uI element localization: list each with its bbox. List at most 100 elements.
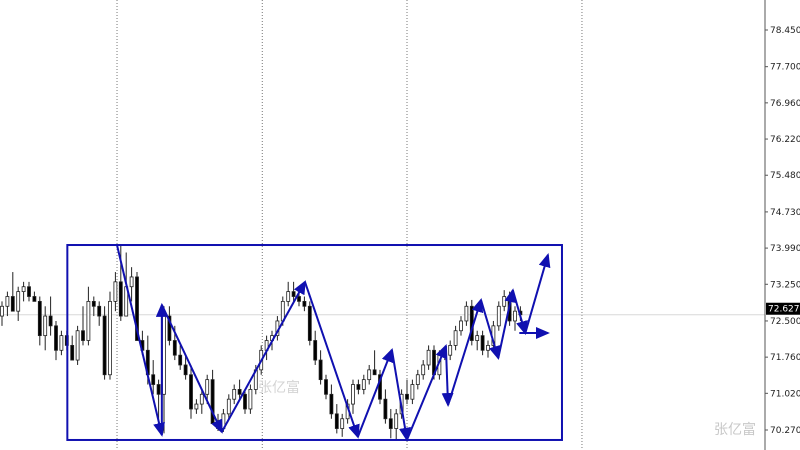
candle-bullish (502, 296, 507, 307)
candle-bullish (394, 413, 399, 429)
candle-bullish (351, 384, 355, 405)
candle-bullish (75, 330, 80, 361)
zigzag-arrow (447, 298, 484, 406)
candle-bullish (232, 389, 237, 400)
candle-bullish (205, 379, 210, 395)
candle-bearish (48, 315, 53, 327)
candle-bearish (378, 374, 382, 400)
candle-bearish (334, 413, 339, 429)
candle-bullish (464, 305, 469, 322)
zigzag-arrow (303, 281, 360, 439)
candle-bullish (496, 305, 501, 327)
y-tick-label: 76.220 (770, 135, 800, 145)
candle-bearish (135, 276, 139, 341)
candle-bullish (0, 305, 4, 317)
y-tick-label: 74.730 (770, 208, 800, 218)
y-tick-label: 73.250 (770, 280, 800, 290)
candle-bearish (118, 281, 123, 317)
candle-bearish (237, 389, 242, 395)
candle-bullish (340, 418, 345, 429)
candle-bearish (324, 379, 328, 395)
candle-bullish (86, 300, 91, 341)
zigzag-arrow (480, 299, 501, 361)
y-tick-label: 73.990 (770, 244, 800, 254)
candle-bullish (486, 345, 490, 351)
candle-bearish (480, 335, 485, 351)
candle-bearish (81, 330, 85, 341)
current-price-badge (766, 302, 800, 315)
y-tick-label: 76.960 (770, 99, 800, 109)
candle-bearish (388, 418, 393, 429)
candle-bearish (243, 393, 247, 410)
candle-bearish (10, 296, 15, 312)
candle-bearish (70, 345, 75, 361)
candle-bullish (248, 389, 253, 410)
candle-bullish (59, 335, 64, 351)
candle-bullish (426, 349, 431, 366)
candle-bullish (108, 300, 112, 376)
candle-bearish (356, 384, 361, 390)
candle-bearish (313, 340, 318, 361)
candle-bearish (383, 398, 388, 420)
candle-bearish (405, 393, 409, 400)
candle-bearish (172, 340, 177, 356)
range-box (66, 244, 563, 441)
candle-bearish (151, 374, 156, 385)
candle-bullish (16, 291, 21, 312)
zigzag-arrow (511, 289, 528, 336)
candle-bearish (318, 359, 323, 381)
candle-bullish (367, 369, 372, 381)
candle-bullish (113, 281, 118, 302)
candle-bullish (459, 320, 463, 332)
candle-bullish (448, 345, 453, 356)
candle-bullish (361, 379, 366, 390)
zigzag-arrow (220, 280, 306, 433)
candle-bullish (43, 315, 48, 337)
y-tick-label: 75.480 (770, 171, 800, 181)
candle-bullish (199, 393, 204, 405)
candle-bullish (21, 286, 26, 293)
current-price-label: 72.627 (768, 305, 800, 315)
candle-bearish (102, 315, 107, 376)
candle-bearish (91, 300, 96, 307)
candle-bearish (178, 354, 183, 366)
candle-bullish (129, 276, 134, 288)
zigzag-arrow (116, 244, 165, 437)
watermark: 张亿富 (714, 422, 756, 438)
candle-bullish (475, 335, 480, 341)
y-tick-label: 78.450 (770, 26, 800, 36)
candle-bullish (5, 296, 10, 307)
candle-bullish (415, 374, 420, 385)
y-tick-label: 77.700 (770, 63, 800, 73)
candle-bearish (54, 325, 58, 351)
candle-bearish (97, 305, 102, 317)
candle-bearish (189, 374, 193, 410)
candle-bearish (329, 393, 334, 415)
zigzag-arrow (524, 253, 551, 334)
candle-bearish (167, 315, 172, 341)
candle-bearish (27, 286, 31, 297)
zigzag-arrow (356, 347, 394, 438)
candle-bullish (513, 310, 517, 322)
candle-bullish (421, 364, 426, 376)
zigzag-arrow (160, 304, 223, 434)
watermark-center: 张亿富 (258, 380, 300, 396)
candle-bearish (307, 305, 312, 341)
y-tick-label: 70.270 (770, 426, 800, 436)
candle-bearish (156, 384, 161, 395)
y-tick-label: 71.760 (770, 353, 800, 363)
zigzag-arrow (406, 344, 447, 441)
candle-bullish (162, 315, 166, 395)
candle-bearish (291, 291, 296, 297)
candle-bearish (372, 369, 377, 376)
candle-bearish (297, 296, 301, 302)
candle-bearish (32, 296, 37, 302)
candle-bullish (286, 291, 291, 302)
candle-bearish (183, 364, 188, 376)
zigzag-arrow (441, 345, 454, 408)
zigzag-arrow (497, 288, 517, 359)
y-tick-label: 72.500 (770, 317, 800, 327)
candle-bullish (453, 330, 458, 346)
candle-bullish (194, 403, 199, 410)
